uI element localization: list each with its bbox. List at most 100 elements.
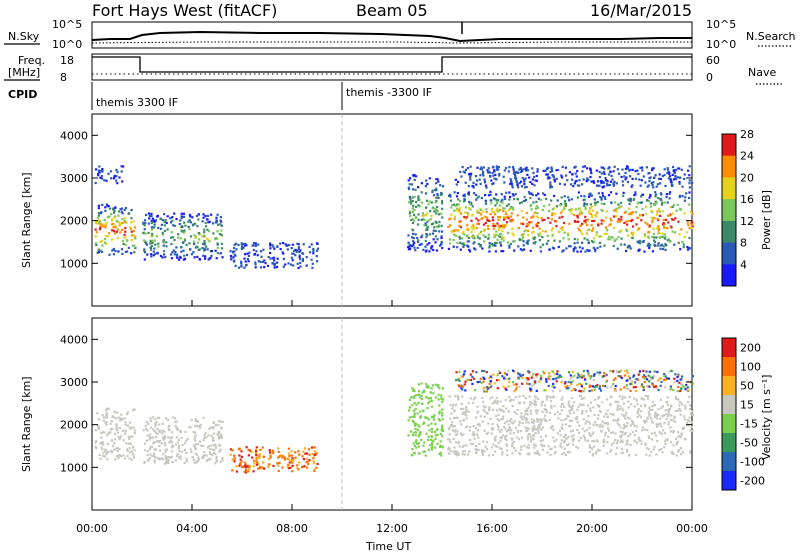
range-gate-cell [558, 216, 561, 219]
range-gate-cell [570, 212, 573, 215]
range-gate-cell [567, 387, 570, 390]
range-gate-cell [498, 371, 502, 374]
range-gate-cell [436, 194, 439, 197]
range-gate-cell [252, 465, 255, 468]
range-gate-cell [641, 207, 644, 210]
colorbar-tick-label: 8 [740, 237, 747, 250]
range-gate-cell [518, 168, 521, 171]
range-gate-cell [113, 448, 116, 451]
range-gate-cell [502, 425, 506, 429]
range-gate-cell [560, 409, 563, 412]
range-gate-cell [240, 242, 243, 245]
range-gate-cell [552, 428, 555, 431]
range-gate-cell [671, 370, 674, 373]
range-gate-cell [613, 239, 616, 243]
range-gate-cell [215, 220, 218, 223]
range-gate-cell [144, 449, 147, 452]
range-gate-cell [441, 207, 444, 210]
range-gate-cell [601, 192, 604, 195]
range-gate-cell [681, 241, 684, 244]
range-gate-cell [150, 436, 153, 439]
range-gate-cell [428, 242, 431, 245]
range-gate-cell [671, 212, 675, 215]
range-gate-cell [486, 218, 489, 222]
range-gate-cell [524, 397, 527, 400]
range-gate-cell [153, 455, 156, 458]
range-gate-cell [652, 167, 655, 170]
freq-trace [92, 56, 692, 73]
range-gate-cell [420, 394, 423, 397]
range-gate-cell [438, 387, 441, 390]
range-gate-cell [95, 447, 98, 450]
range-gate-cell [552, 436, 555, 439]
range-gate-cell [666, 403, 669, 407]
range-gate-cell [655, 202, 658, 205]
range-gate-cell [680, 403, 684, 406]
range-gate-cell [508, 244, 511, 247]
range-gate-cell [574, 388, 577, 392]
range-gate-cell [680, 432, 683, 435]
range-gate-cell [662, 218, 665, 221]
range-gate-cell [658, 210, 662, 213]
range-gate-cell [611, 431, 615, 434]
range-gate-cell [100, 441, 103, 444]
range-gate-cell [467, 191, 470, 194]
range-gate-cell [461, 375, 464, 378]
range-gate-cell [449, 441, 452, 444]
range-gate-cell [563, 231, 566, 234]
range-gate-cell [409, 200, 412, 203]
range-gate-cell [511, 380, 515, 384]
range-gate-cell [216, 246, 219, 249]
range-gate-cell [413, 452, 416, 455]
range-gate-cell [629, 168, 632, 171]
range-gate-cell [593, 237, 596, 240]
range-gate-cell [684, 385, 687, 388]
range-gate-cell [578, 211, 581, 214]
range-gate-cell [454, 429, 457, 432]
range-gate-cell [496, 423, 499, 426]
range-gate-cell [408, 406, 412, 409]
range-gate-cell [550, 185, 553, 189]
range-gate-cell [460, 387, 463, 390]
range-gate-cell [545, 410, 548, 413]
range-gate-cell [508, 396, 511, 399]
range-gate-cell [463, 199, 466, 202]
range-gate-cell [469, 208, 472, 211]
range-gate-cell [666, 377, 669, 380]
range-gate-cell [647, 236, 650, 239]
range-gate-cell [185, 459, 188, 463]
range-gate-cell [530, 216, 533, 219]
range-gate-cell [451, 420, 454, 424]
range-gate-cell [647, 172, 650, 175]
range-gate-cell [605, 228, 608, 231]
range-gate-cell [603, 371, 606, 375]
range-gate-cell [564, 202, 568, 205]
range-gate-cell [169, 437, 172, 440]
range-gate-cell [684, 196, 687, 199]
range-gate-cell [163, 430, 166, 433]
range-gate-cell [637, 378, 640, 381]
range-gate-cell [491, 183, 494, 186]
range-gate-cell [411, 448, 414, 451]
range-gate-cell [129, 226, 132, 229]
range-gate-cell [516, 184, 519, 187]
range-gate-cell [526, 408, 529, 411]
range-gate-cell [495, 199, 498, 202]
range-gate-cell [161, 437, 165, 440]
range-gate-cell [113, 211, 116, 214]
range-gate-cell [146, 253, 149, 256]
range-gate-cell [688, 404, 692, 407]
range-gate-cell [434, 235, 437, 238]
range-gate-cell [430, 201, 433, 204]
range-gate-cell [535, 215, 538, 218]
range-gate-cell [412, 240, 415, 243]
range-gate-cell [619, 405, 622, 408]
range-gate-cell [512, 194, 515, 197]
range-gate-cell [666, 168, 670, 171]
range-gate-cell [663, 422, 666, 425]
range-gate-cell [515, 412, 518, 415]
range-gate-cell [686, 386, 689, 389]
range-gate-cell [526, 382, 529, 385]
range-gate-cell [585, 203, 589, 206]
